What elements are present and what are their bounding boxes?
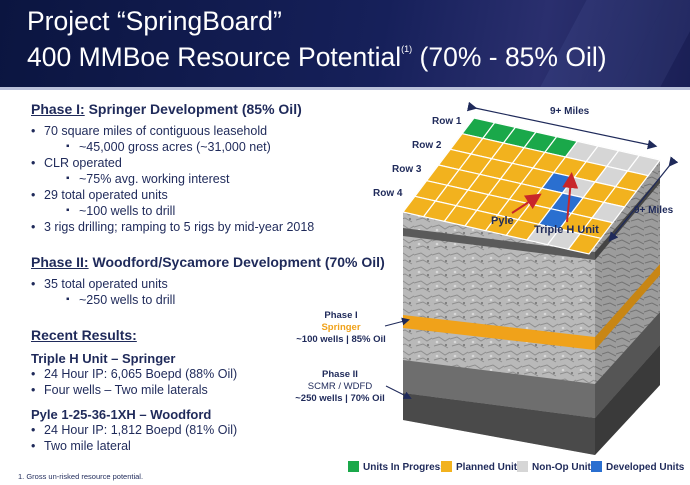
legend-item-developed: Developed Units: [591, 461, 684, 473]
title-line-2: 400 MMBoe Resource Potential(1) (70% - 8…: [27, 42, 607, 72]
unit-grid: [401, 117, 662, 255]
row-4-label: Row 4: [373, 188, 403, 199]
phase2-callout: Phase II SCMR / WDFD ~250 wells | 70% Oi…: [295, 369, 385, 404]
dark-band: [403, 228, 595, 260]
unit-cell: [567, 232, 602, 255]
title-banner: Project “SpringBoard” 400 MMBoe Resource…: [0, 0, 690, 87]
header-rule: [0, 87, 690, 90]
pyle-label: Pyle: [491, 215, 514, 227]
triple-h-arrow: [562, 172, 579, 223]
phase1-heading: Phase I: Springer Development (85% Oil): [31, 101, 302, 117]
phase1-pointer: [384, 317, 410, 327]
legend-swatch: [591, 461, 602, 472]
width-miles-label: 9+ Miles: [550, 106, 590, 117]
phase1-callout: Phase I Springer ~100 wells | 85% Oil: [296, 310, 386, 345]
legend-item-non-op: Non-Op Units: [517, 461, 596, 473]
row-1-label: Row 1: [432, 116, 462, 127]
recent-results-heading: Recent Results:: [31, 327, 137, 343]
legend-swatch: [517, 461, 528, 472]
pyle-arrow: [511, 193, 542, 214]
title-line-1: Project “SpringBoard”: [27, 6, 282, 36]
phase2-heading: Phase II: Woodford/Sycamore Development …: [31, 254, 385, 270]
triple-h-title: Triple H Unit – Springer: [31, 351, 176, 366]
phase2-pointer: [385, 385, 412, 399]
scmr-wdfd-zone: [403, 360, 595, 418]
row-2-label: Row 2: [412, 140, 442, 151]
legend-swatch: [348, 461, 359, 472]
footnote: 1. Gross un-risked resource potential.: [18, 472, 144, 481]
pyle-title: Pyle 1-25-36-1XH – Woodford: [31, 407, 212, 422]
width-arrow: [466, 101, 658, 150]
triple-h-label: Triple H Unit: [534, 224, 599, 236]
depth-miles-label: 9+ Miles: [634, 205, 674, 216]
legend-swatch: [441, 461, 452, 472]
springer-zone: [403, 315, 595, 350]
legend-item-in-progress: Units In Progress: [348, 461, 446, 473]
depth-arrow: [608, 156, 679, 242]
row-3-label: Row 3: [392, 164, 422, 175]
legend-item-planned: Planned Units: [441, 461, 523, 473]
